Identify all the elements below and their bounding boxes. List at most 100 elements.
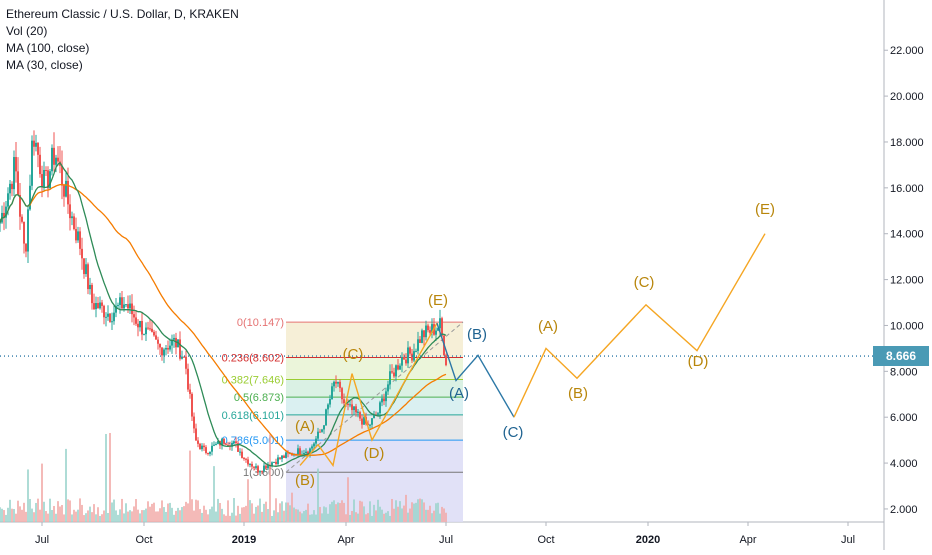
volume-bar <box>157 511 159 522</box>
candle-body <box>361 418 363 425</box>
x-tick-label: Jul <box>439 534 453 546</box>
candle-body <box>117 304 119 306</box>
candle-body <box>419 339 421 343</box>
volume-bar <box>173 514 175 522</box>
volume-bar <box>355 512 357 522</box>
candle-body <box>93 303 95 310</box>
candle-body <box>11 183 13 190</box>
candle-body <box>339 381 341 389</box>
candle-body <box>271 462 273 466</box>
candle-body <box>79 231 81 249</box>
candle-body <box>265 465 267 469</box>
volume-bar <box>441 506 443 522</box>
volume-bar <box>289 505 291 522</box>
volume-bar <box>91 512 93 522</box>
candle-body <box>39 154 41 175</box>
volume-bar <box>81 504 83 522</box>
volume-bar <box>425 509 427 522</box>
volume-bar <box>167 503 169 522</box>
candle-body <box>413 351 415 361</box>
volume-bar <box>301 513 303 522</box>
x-tick-label: Oct <box>537 534 554 546</box>
candle-body <box>217 440 219 444</box>
wave-label: (A) <box>538 318 558 335</box>
volume-bar <box>137 509 139 522</box>
legend-ma100[interactable]: MA (100, close) <box>6 41 90 55</box>
volume-bar <box>199 509 201 522</box>
volume-bar <box>255 506 257 522</box>
volume-bar <box>121 498 123 522</box>
candle-body <box>389 371 391 385</box>
candle-body <box>151 328 153 332</box>
y-tick-label: 22.000 <box>890 45 924 57</box>
fib-level-label: 1(3.600) <box>243 467 284 479</box>
candle-body <box>179 339 181 359</box>
volume-bar <box>37 498 39 522</box>
legend-ma30[interactable]: MA (30, close) <box>6 58 83 72</box>
wave-label: (E) <box>428 292 448 309</box>
legend-volume[interactable]: Vol (20) <box>6 24 48 38</box>
candle-body <box>95 303 97 310</box>
volume-bar <box>83 515 85 522</box>
volume-bar <box>31 508 33 522</box>
candle-body <box>305 451 307 453</box>
candle-body <box>249 463 251 465</box>
candle-body <box>149 328 151 330</box>
chart-legend: Ethereum Classic / U.S. Dollar, D, KRAKE… <box>6 6 239 74</box>
volume-bar <box>315 514 317 522</box>
volume-bar <box>153 502 155 522</box>
volume-bar <box>5 514 7 522</box>
volume-bar <box>403 505 405 522</box>
volume-bar <box>413 503 415 522</box>
candle-body <box>77 231 79 241</box>
candle-body <box>125 304 127 306</box>
y-tick-label: 14.000 <box>890 229 924 241</box>
candle-body <box>103 305 105 318</box>
candle-body <box>393 372 395 377</box>
candle-body <box>63 185 65 197</box>
volume-bar <box>101 514 103 522</box>
volume-bar <box>365 514 367 522</box>
candle-body <box>131 303 133 315</box>
volume-bar <box>139 513 141 522</box>
candle-body <box>391 371 393 373</box>
volume-bar <box>367 513 369 522</box>
volume-bar <box>183 506 185 522</box>
volume-bar <box>53 505 55 522</box>
volume-bar <box>261 511 263 522</box>
volume-bar <box>249 500 251 522</box>
volume-bar <box>103 510 105 522</box>
candle-body <box>165 348 167 350</box>
volume-bar <box>431 513 433 522</box>
candle-body <box>277 457 279 465</box>
volume-bar <box>225 515 227 522</box>
volume-bar <box>15 513 17 522</box>
volume-bar <box>161 500 163 522</box>
wave-label: (B) <box>467 326 487 343</box>
volume-bar <box>205 509 207 522</box>
candle-body <box>49 171 51 189</box>
candle-body <box>353 406 355 411</box>
fib-level-label: 0.236(8.602) <box>222 353 284 365</box>
volume-bar <box>337 502 339 522</box>
volume-bar <box>215 511 217 522</box>
candle-body <box>183 356 185 358</box>
candle-body <box>163 349 165 356</box>
candle-body <box>45 170 47 172</box>
candle-body <box>47 170 49 189</box>
candle-body <box>259 471 261 473</box>
volume-bar <box>201 512 203 522</box>
volume-bar <box>25 511 27 522</box>
candle-body <box>99 302 101 309</box>
candle-body <box>195 428 197 441</box>
volume-bar <box>423 502 425 522</box>
candle-body <box>97 303 99 309</box>
volume-bar <box>187 503 189 522</box>
volume-bar <box>245 505 247 522</box>
candle-body <box>417 339 419 351</box>
volume-bar <box>335 504 337 522</box>
candle-body <box>5 206 7 218</box>
candle-body <box>303 452 305 455</box>
